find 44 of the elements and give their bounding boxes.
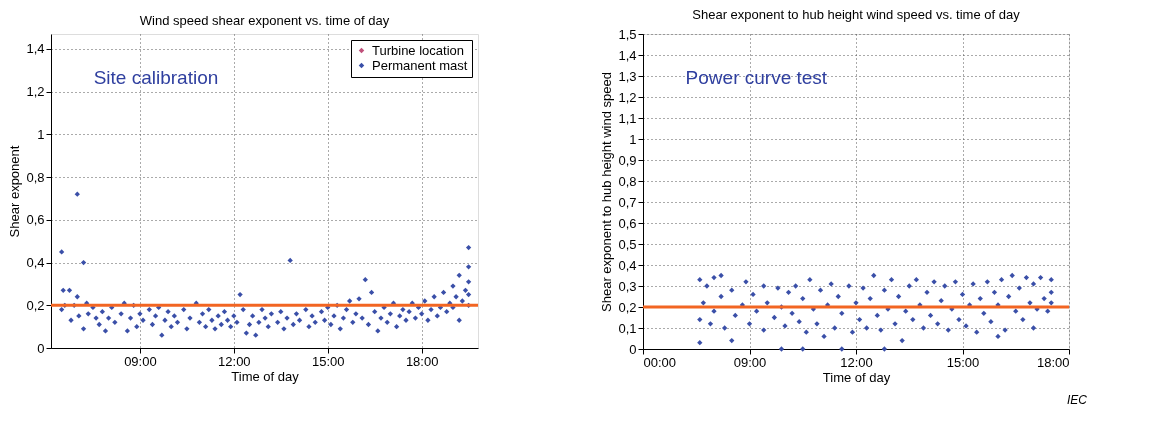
y-tick-label: 1,1	[618, 110, 637, 126]
x-axis-title: Time of day	[231, 368, 300, 384]
y-tick-label: 0,8	[618, 173, 637, 189]
y-tick-label: 0,9	[618, 152, 637, 168]
y-tick-label: 1	[629, 131, 637, 147]
y-tick-label: 0,6	[26, 212, 45, 228]
y-tick-label: 1,4	[618, 47, 637, 63]
x-tick-label: 18:00	[405, 353, 439, 369]
x-axis-title: Time of day	[822, 369, 891, 385]
y-tick-label: 0,5	[618, 236, 637, 252]
y-tick-label: 0,6	[618, 215, 637, 231]
y-tick-label: 1,5	[618, 26, 637, 42]
y-tick-label: 0,4	[618, 257, 637, 273]
y-tick-label: 1,3	[618, 68, 637, 84]
annotation: Power curve test	[685, 67, 828, 89]
y-tick-label: 0	[37, 340, 45, 356]
x-tick-label: 12:00	[840, 354, 873, 370]
y-tick-label: 0,2	[26, 297, 45, 313]
text: IEC	[1066, 393, 1088, 407]
x-tick-label: 15:00	[946, 354, 980, 370]
y-tick-label: 0,3	[618, 278, 637, 294]
annotation: Site calibration	[93, 66, 219, 88]
y-tick-label: 0,7	[618, 194, 637, 210]
y-tick-label: 0,2	[618, 299, 637, 315]
x-tick-label: 12:00	[218, 353, 251, 369]
y-tick-label: 1	[37, 126, 45, 142]
y-tick-label: 0,8	[26, 169, 45, 185]
chart-title: Shear exponent to hub height wind speed vs. time of day	[692, 7, 1021, 22]
legend-label: Permanent mast	[372, 57, 468, 73]
x-tick-label: 09:00	[124, 353, 157, 369]
legend-label: Turbine location	[372, 42, 465, 58]
x-tick-label: 09:00	[733, 354, 767, 370]
y-axis-title: Shear exponent to hub height wind speed	[599, 72, 615, 312]
y-tick-label: 1,4	[26, 41, 45, 57]
x-tick-label: 18:00	[1036, 354, 1070, 370]
y-axis-title: Shear exponent	[7, 145, 23, 238]
x-tick-label: 00:00	[643, 354, 677, 370]
y-tick-label: 0	[629, 341, 637, 357]
x-tick-label: 15:00	[311, 353, 345, 369]
y-tick-label: 0,4	[26, 255, 45, 271]
y-tick-label: 1,2	[618, 89, 637, 105]
y-tick-label: 1,2	[26, 84, 45, 100]
chart-title: Wind speed shear exponent vs. time of day	[139, 13, 390, 28]
y-tick-label: 0,1	[618, 320, 637, 336]
